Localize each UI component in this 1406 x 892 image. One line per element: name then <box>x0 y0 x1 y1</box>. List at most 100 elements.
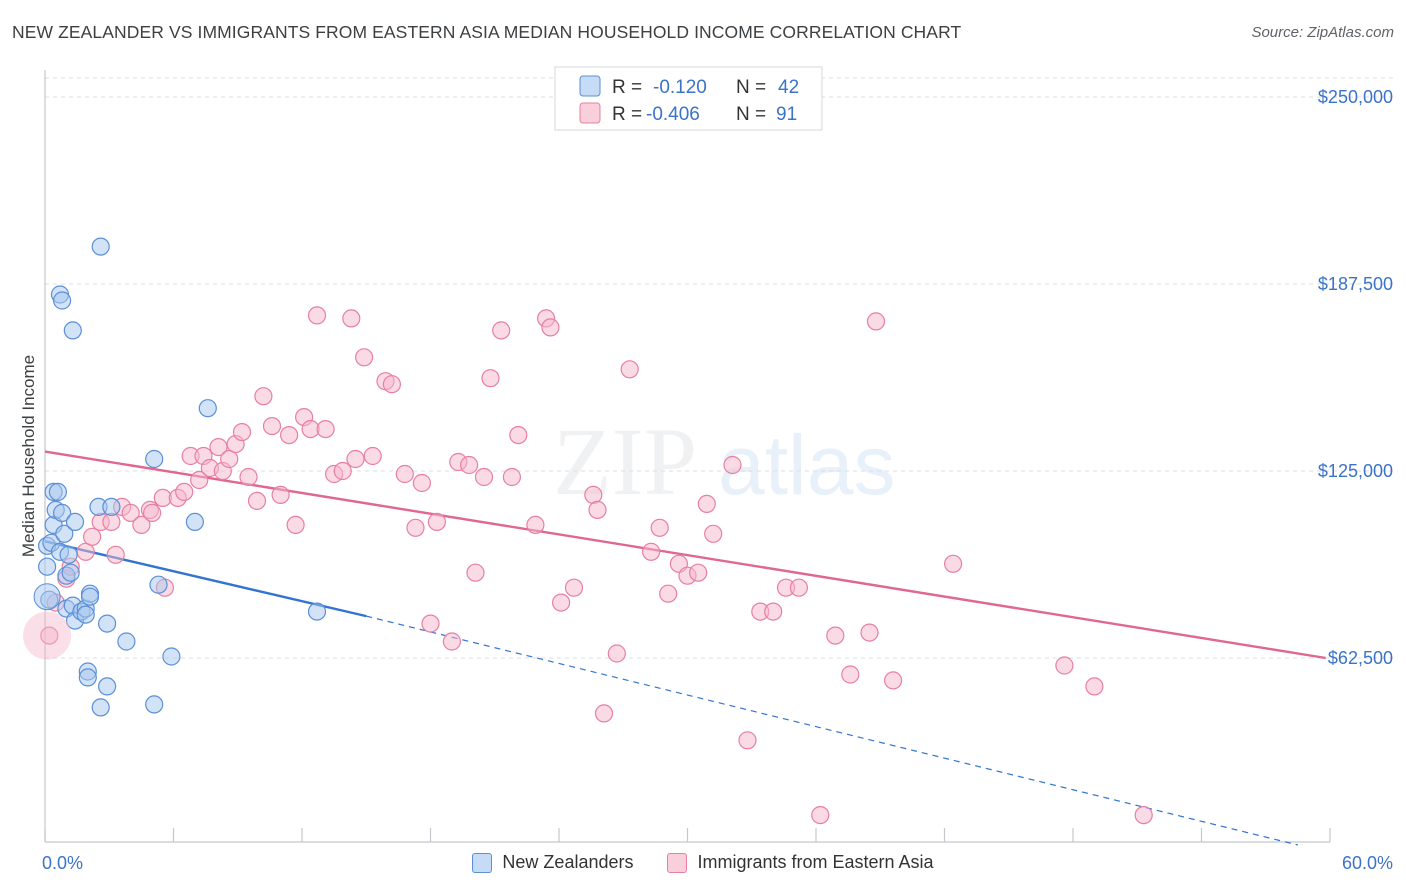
new-zealander-point-36[interactable] <box>145 695 164 714</box>
eastern-asia-point-47[interactable] <box>406 518 425 537</box>
eastern-asia-point-50[interactable] <box>427 512 446 532</box>
eastern-asia-point-79[interactable] <box>738 731 757 750</box>
eastern-asia-point-84[interactable] <box>811 805 830 825</box>
eastern-asia-point-91[interactable] <box>1055 656 1074 675</box>
eastern-asia-point-89[interactable] <box>883 671 903 690</box>
new-zealander-point-35[interactable] <box>145 449 164 469</box>
eastern-asia-point-90[interactable] <box>943 554 963 573</box>
eastern-asia-point-86[interactable] <box>841 665 860 684</box>
new-zealander-point-37[interactable] <box>149 575 168 594</box>
x-tick-labels: 0.0% 60.0% <box>42 853 1393 873</box>
new-zealander-cluster-point[interactable] <box>33 583 61 611</box>
new-zealander-point-40[interactable] <box>198 399 217 418</box>
eastern-asia-point-29[interactable] <box>254 387 273 406</box>
eastern-asia-point-62[interactable] <box>541 318 560 337</box>
eastern-asia-point-5[interactable] <box>82 527 102 546</box>
eastern-asia-point-65[interactable] <box>584 485 603 504</box>
series-legend: New Zealanders Immigrants from Eastern A… <box>0 852 1406 873</box>
eastern-asia-point-49[interactable] <box>421 614 440 633</box>
eastern-asia-point-88[interactable] <box>866 312 886 331</box>
new-zealander-point-30[interactable] <box>91 698 110 717</box>
new-zealander-point-1[interactable] <box>37 557 57 576</box>
eastern-asia-point-27[interactable] <box>239 467 258 487</box>
eastern-asia-point-4[interactable] <box>76 542 95 561</box>
legend-item-eastern-asia[interactable]: Immigrants from Eastern Asia <box>667 852 934 873</box>
new-zealander-point-31[interactable] <box>97 614 117 633</box>
eastern-asia-point-32[interactable] <box>280 426 299 445</box>
eastern-asia-point-46[interactable] <box>395 464 414 484</box>
eastern-asia-point-72[interactable] <box>659 584 678 603</box>
eastern-asia-point-33[interactable] <box>286 515 305 535</box>
eastern-asia-point-48[interactable] <box>412 473 431 493</box>
new-zealander-point-34[interactable] <box>117 632 136 651</box>
eastern-asia-point-71[interactable] <box>650 518 669 537</box>
eastern-asia-point-57[interactable] <box>492 321 511 340</box>
eastern-asia-point-83[interactable] <box>789 578 809 597</box>
legend-item-new-zealanders[interactable]: New Zealanders <box>472 852 633 873</box>
eastern-asia-point-36[interactable] <box>307 306 327 325</box>
eastern-asia-point-76[interactable] <box>697 494 716 513</box>
eastern-asia-point-78[interactable] <box>723 455 742 475</box>
eastern-asia-point-63[interactable] <box>551 593 571 612</box>
eastern-asia-point-75[interactable] <box>689 563 708 582</box>
eastern-asia-point-45[interactable] <box>382 375 401 394</box>
source-label: Source: ZipAtlas.com <box>1251 24 1394 41</box>
eastern-asia-cluster-point[interactable] <box>23 611 72 660</box>
eastern-asia-point-26[interactable] <box>232 423 252 442</box>
eastern-asia-point-28[interactable] <box>247 491 267 510</box>
new-zealander-point-29[interactable] <box>91 237 110 256</box>
new-zealander-point-27[interactable] <box>80 587 100 606</box>
eastern-asia-point-41[interactable] <box>346 449 365 469</box>
new-zealander-point-19[interactable] <box>65 512 85 532</box>
new-zealander-point-11[interactable] <box>52 291 72 310</box>
eastern-asia-point-59[interactable] <box>509 426 528 445</box>
eastern-asia-point-64[interactable] <box>564 578 584 597</box>
eastern-asia-point-10[interactable] <box>121 503 140 523</box>
eastern-asia-point-39[interactable] <box>333 461 352 481</box>
eastern-asia-point-42[interactable] <box>355 348 374 367</box>
new-zealander-point-10[interactable] <box>52 503 72 523</box>
eastern-asia-point-93[interactable] <box>1134 805 1153 825</box>
eastern-asia-point-67[interactable] <box>594 704 614 723</box>
eastern-asia-point-77[interactable] <box>704 524 723 543</box>
new-zealander-point-16[interactable] <box>61 563 80 582</box>
eastern-asia-point-8[interactable] <box>106 545 125 564</box>
new-zealander-point-12[interactable] <box>55 524 74 543</box>
eastern-asia-point-70[interactable] <box>641 542 661 561</box>
eastern-asia-point-22[interactable] <box>209 438 228 457</box>
eastern-asia-point-92[interactable] <box>1085 677 1104 696</box>
new-zealander-point-7[interactable] <box>48 482 68 501</box>
eastern-asia-point-13[interactable] <box>143 503 162 523</box>
new-zealander-point-32[interactable] <box>97 677 117 696</box>
eastern-asia-point-60[interactable] <box>526 515 545 535</box>
new-zealander-point-18[interactable] <box>63 321 82 340</box>
new-zealander-point-41[interactable] <box>307 602 327 621</box>
eastern-asia-point-85[interactable] <box>826 626 845 645</box>
eastern-asia-point-58[interactable] <box>502 467 521 487</box>
new-zealander-point-15[interactable] <box>59 545 78 564</box>
eastern-asia-point-40[interactable] <box>342 309 361 328</box>
eastern-asia-point-87[interactable] <box>860 623 879 642</box>
new-zealander-point-33[interactable] <box>102 497 121 516</box>
eastern-asia-point-30[interactable] <box>262 417 282 436</box>
eastern-asia-point-69[interactable] <box>620 360 639 379</box>
eastern-asia-point-68[interactable] <box>607 644 626 663</box>
new-zealander-point-39[interactable] <box>185 512 204 532</box>
new-zealander-point-25[interactable] <box>78 668 97 687</box>
eastern-asia-point-11[interactable] <box>132 515 151 535</box>
eastern-asia-point-55[interactable] <box>474 467 494 487</box>
eastern-asia-point-66[interactable] <box>588 500 607 519</box>
new-zealander-point-23[interactable] <box>76 605 95 624</box>
new-zealander-point-38[interactable] <box>162 647 181 666</box>
eastern-asia-point-0[interactable] <box>40 626 59 645</box>
eastern-asia-point-54[interactable] <box>466 563 485 582</box>
eastern-asia-point-31[interactable] <box>271 485 290 504</box>
eastern-asia-point-43[interactable] <box>363 446 382 466</box>
eastern-asia-point-81[interactable] <box>764 602 783 621</box>
eastern-asia-point-53[interactable] <box>460 455 479 475</box>
eastern-asia-point-17[interactable] <box>175 482 194 501</box>
eastern-asia-point-37[interactable] <box>316 420 335 439</box>
eastern-asia-point-56[interactable] <box>481 369 500 388</box>
eastern-asia-point-19[interactable] <box>190 470 209 490</box>
eastern-asia-point-51[interactable] <box>442 632 461 651</box>
